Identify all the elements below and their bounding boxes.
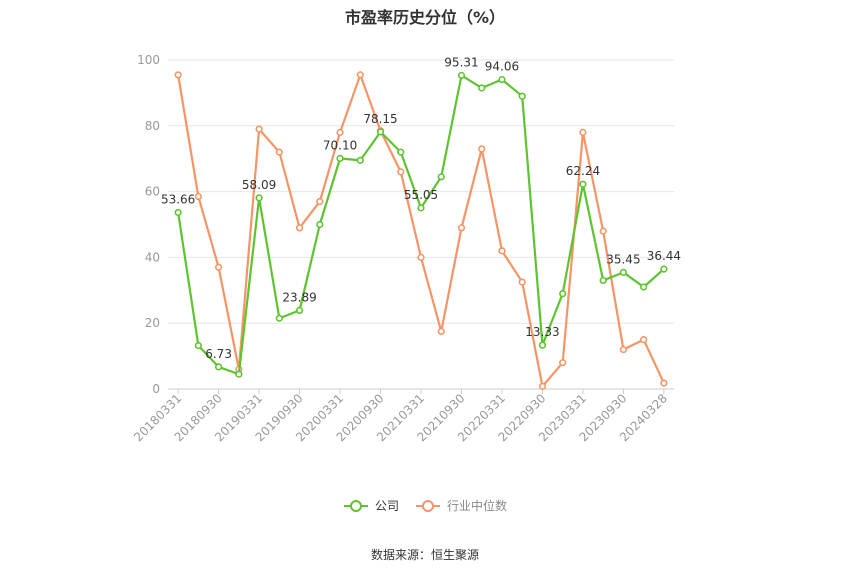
data-point-industry [478,145,486,153]
legend-marker-industry [416,499,440,512]
data-label: 13.33 [525,325,559,339]
data-point-industry [457,224,466,232]
series-line-industry [177,73,665,388]
data-point-industry [397,168,405,176]
data-label: 55.05 [404,188,438,202]
data-point-company [437,173,445,181]
data-label: 62.24 [566,164,600,178]
data-point-industry [437,327,445,336]
data-label: 78.15 [363,112,397,126]
data-point-industry [275,148,283,156]
data-point-company [397,148,405,156]
data-point-industry [599,227,607,235]
data-label: 53.66 [161,192,195,206]
data-point-company [660,265,668,273]
data-point-company [599,276,607,285]
data-point-company [376,128,385,136]
y-tick-label: 20 [145,316,160,330]
data-point-industry [336,128,344,136]
data-point-industry [255,125,263,133]
y-tick-label: 60 [145,185,160,199]
line-chart: 0204060801002018033120180930201903312019… [131,53,681,444]
data-point-company [356,156,364,164]
data-label: 95.31 [444,55,478,69]
data-point-industry [559,359,567,367]
legend-label-company: 公司 [374,499,399,513]
data-point-company [457,71,466,80]
y-tick-label: 100 [137,53,160,67]
data-label: 70.10 [323,138,357,152]
data-point-company [559,289,567,298]
data-point-company [194,341,202,350]
data-point-industry [640,336,648,344]
data-point-company [255,194,263,202]
chart-legend: 公司 行业中位数 [0,497,850,514]
data-label: 23.89 [282,290,316,304]
data-point-industry [417,253,425,261]
data-point-company [336,154,344,162]
data-point-industry [295,224,304,232]
chart-title: 市盈率历史分位（%） [344,8,506,27]
data-point-industry [619,345,628,354]
data-label: 94.06 [485,60,519,74]
data-point-industry [356,71,364,79]
data-point-industry [498,247,506,255]
y-tick-label: 40 [145,250,160,264]
data-point-company [215,363,223,371]
data-label: 58.09 [242,178,276,192]
data-point-industry [660,379,668,387]
data-source: 数据来源：恒生聚源 [370,548,479,562]
y-tick-label: 80 [145,119,160,133]
legend-marker-company [343,499,368,512]
data-point-company [640,283,648,291]
data-label: 36.44 [647,249,681,263]
data-point-industry [518,278,526,286]
data-point-company [275,314,283,322]
data-label: 35.45 [606,252,640,266]
data-point-company [316,220,324,229]
data-point-company [235,370,243,378]
data-point-industry [174,71,182,79]
data-point-company [417,204,425,212]
legend-item-industry[interactable]: 行业中位数 [415,497,507,514]
data-point-industry [538,382,547,390]
y-tick-label: 0 [152,382,160,396]
data-point-company [619,268,628,276]
data-point-industry [194,192,202,201]
data-point-company [478,84,486,92]
data-point-company [579,180,587,188]
data-point-company [174,208,182,217]
data-point-industry [316,197,324,206]
data-point-company [295,306,304,315]
legend-item-company[interactable]: 公司 [343,497,399,514]
data-point-industry [579,128,587,136]
data-point-company [498,75,506,84]
data-point-company [538,341,547,349]
data-point-industry [215,263,223,271]
legend-label-industry: 行业中位数 [447,499,508,513]
data-label: 6.73 [205,347,232,361]
data-point-company [518,92,526,100]
